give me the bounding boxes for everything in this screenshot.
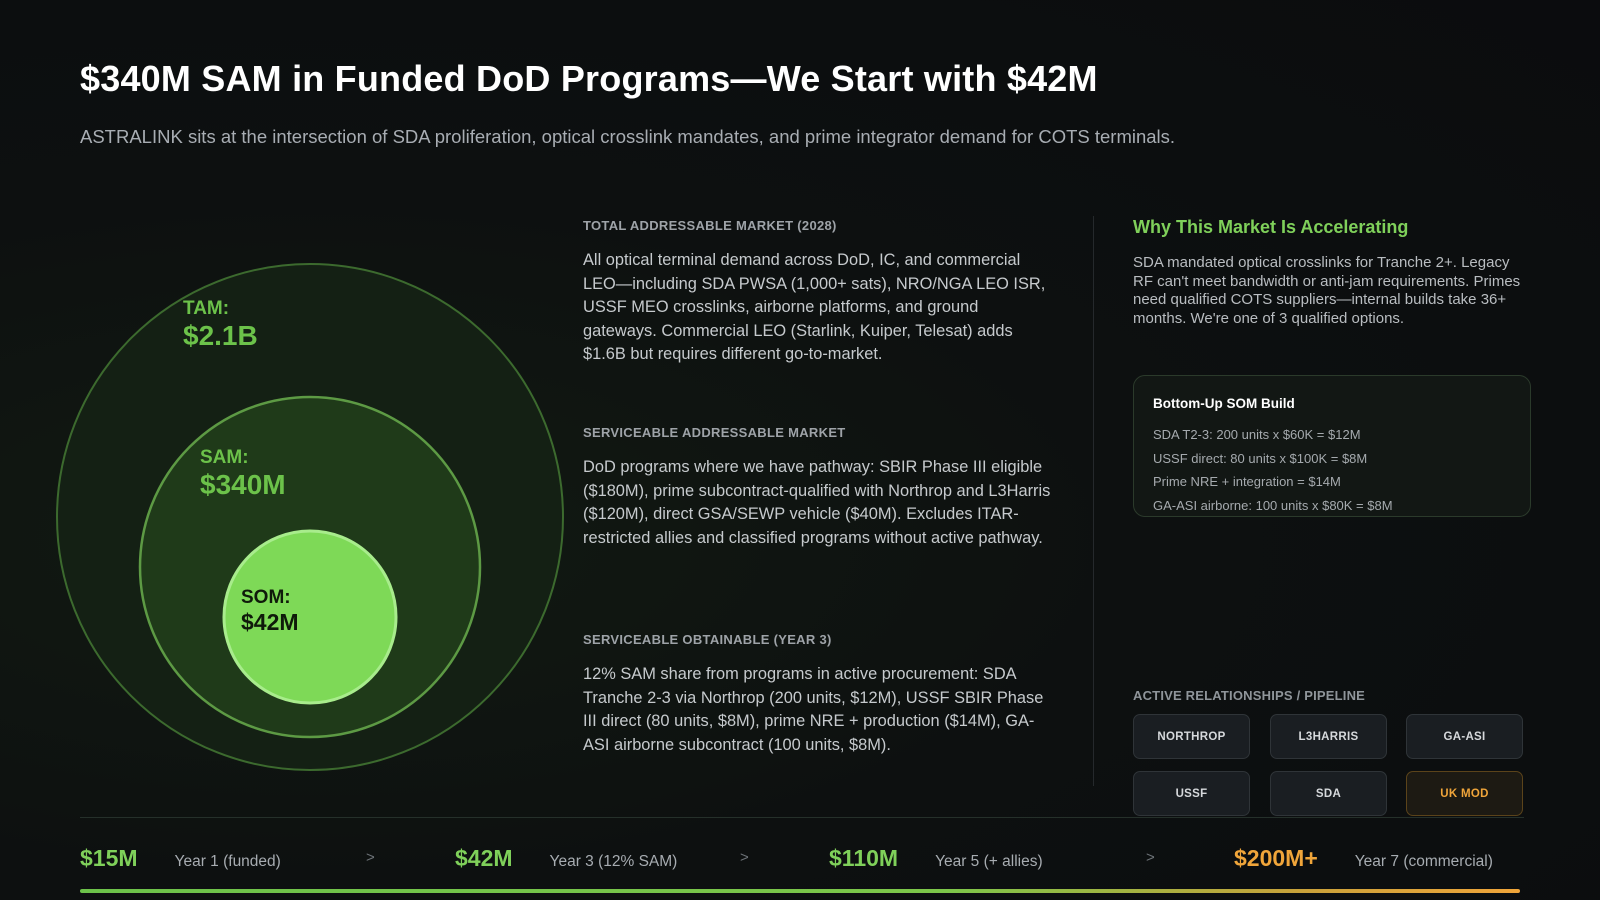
chip-ussf[interactable]: USSF bbox=[1133, 771, 1250, 816]
timeline-label: Year 5 (+ allies) bbox=[935, 853, 1043, 870]
why-body: SDA mandated optical crosslinks for Tran… bbox=[1133, 254, 1521, 327]
section-heading: SERVICEABLE OBTAINABLE (YEAR 3) bbox=[583, 632, 832, 647]
timeline-value: $110M bbox=[829, 845, 899, 871]
chip-sda[interactable]: SDA bbox=[1270, 771, 1387, 816]
som-build-item: SDA T2-3: 200 units x $60K = $12M bbox=[1153, 427, 1361, 442]
why-heading: Why This Market Is Accelerating bbox=[1133, 217, 1409, 237]
timeline-step-year7: $200M+ Year 7 (commercial) bbox=[1234, 845, 1493, 872]
chip-ga-asi[interactable]: GA-ASI bbox=[1406, 714, 1523, 759]
section-body: All optical terminal demand across DoD, … bbox=[583, 251, 1046, 363]
som-build-heading: Bottom-Up SOM Build bbox=[1153, 396, 1295, 411]
tam-value: $2.1B bbox=[183, 319, 258, 351]
sam-label: SAM: $340M bbox=[200, 447, 286, 501]
section-sam: SERVICEABLE ADDRESSABLE MARKET DoD progr… bbox=[583, 425, 1053, 550]
timeline-step-year3: $42M Year 3 (12% SAM) bbox=[455, 845, 677, 872]
som-key: SOM: bbox=[241, 587, 291, 608]
tam-label: TAM: $2.1B bbox=[183, 298, 258, 352]
timeline-label: Year 1 (funded) bbox=[174, 853, 281, 870]
som-build-list: SDA T2-3: 200 units x $60K = $12M USSF d… bbox=[1153, 423, 1511, 517]
som-circle bbox=[222, 529, 398, 705]
section-heading: TOTAL ADDRESSABLE MARKET (2028) bbox=[583, 218, 837, 233]
pipeline-heading: ACTIVE RELATIONSHIPS / PIPELINE bbox=[1133, 688, 1366, 703]
som-value: $42M bbox=[241, 608, 299, 635]
timeline-value: $15M bbox=[80, 845, 138, 871]
column-divider bbox=[1093, 216, 1094, 786]
section-body: 12% SAM share from programs in active pr… bbox=[583, 665, 1044, 754]
timeline-arrow-icon: > bbox=[366, 849, 375, 866]
chip-l3harris[interactable]: L3HARRIS bbox=[1270, 714, 1387, 759]
timeline-arrow-icon: > bbox=[740, 849, 749, 866]
chip-northrop[interactable]: NORTHROP bbox=[1133, 714, 1250, 759]
section-heading: SERVICEABLE ADDRESSABLE MARKET bbox=[583, 425, 846, 440]
chip-uk-mod[interactable]: UK MOD bbox=[1406, 771, 1523, 816]
timeline-label: Year 3 (12% SAM) bbox=[549, 853, 678, 870]
section-som: SERVICEABLE OBTAINABLE (YEAR 3) 12% SAM … bbox=[583, 632, 1053, 757]
timeline-value: $42M bbox=[455, 845, 513, 871]
section-tam: TOTAL ADDRESSABLE MARKET (2028) All opti… bbox=[583, 218, 1053, 367]
som-label: SOM: $42M bbox=[241, 587, 299, 635]
timeline-progress-bar bbox=[80, 889, 1520, 893]
timeline-divider bbox=[80, 817, 1524, 818]
sam-value: $340M bbox=[200, 468, 286, 500]
timeline-step-year1: $15M Year 1 (funded) bbox=[80, 845, 281, 872]
market-circles-diagram bbox=[56, 263, 564, 771]
som-build-card: Bottom-Up SOM Build SDA T2-3: 200 units … bbox=[1133, 375, 1531, 517]
section-body: DoD programs where we have pathway: SBIR… bbox=[583, 458, 1051, 547]
page-subtitle: ASTRALINK sits at the intersection of SD… bbox=[80, 126, 1176, 147]
page-title: $340M SAM in Funded DoD Programs—We Star… bbox=[80, 58, 1098, 99]
timeline-label: Year 7 (commercial) bbox=[1354, 853, 1493, 870]
timeline-arrow-icon: > bbox=[1146, 849, 1155, 866]
sam-key: SAM: bbox=[200, 447, 249, 468]
tam-key: TAM: bbox=[183, 298, 230, 319]
som-build-item: Prime NRE + integration = $14M bbox=[1153, 474, 1341, 489]
timeline-step-year5: $110M Year 5 (+ allies) bbox=[829, 845, 1043, 872]
som-build-item: USSF direct: 80 units x $100K = $8M bbox=[1153, 450, 1368, 466]
som-build-item: GA-ASI airborne: 100 units x $80K = $8M bbox=[1153, 497, 1393, 513]
timeline-value: $200M+ bbox=[1234, 845, 1318, 871]
